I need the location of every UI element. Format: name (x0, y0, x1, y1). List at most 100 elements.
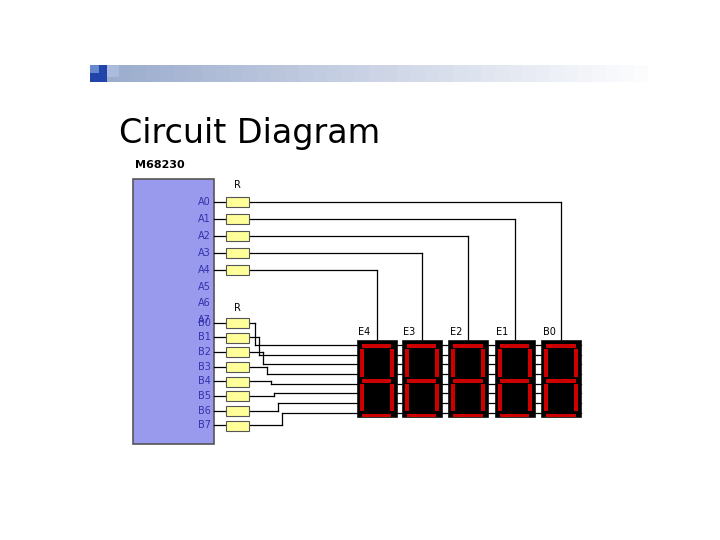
Bar (225, 214, 249, 224)
Bar (225, 318, 249, 328)
Bar (498, 383, 502, 411)
Bar (435, 349, 438, 377)
Bar (90, 65, 104, 82)
Bar (390, 349, 394, 377)
Bar (425, 65, 439, 82)
Text: E1: E1 (496, 327, 508, 338)
Text: B7: B7 (198, 420, 211, 430)
Bar (495, 340, 535, 417)
Text: R: R (234, 303, 240, 313)
Bar (500, 379, 529, 383)
Bar (362, 414, 392, 417)
Bar (435, 383, 438, 411)
Bar (593, 65, 607, 82)
Bar (390, 383, 394, 411)
Bar (528, 383, 532, 411)
Bar (271, 65, 286, 82)
Bar (575, 349, 578, 377)
Text: A1: A1 (198, 214, 211, 224)
Bar (383, 65, 397, 82)
Text: E4: E4 (358, 327, 370, 338)
Bar (544, 349, 548, 377)
Bar (90, 65, 99, 73)
Text: A4: A4 (198, 265, 211, 275)
Text: A3: A3 (198, 248, 211, 258)
Bar (225, 406, 249, 416)
Bar (498, 349, 502, 377)
Bar (132, 65, 147, 82)
Bar (356, 340, 397, 417)
Bar (402, 340, 442, 417)
Bar (230, 65, 244, 82)
Bar (225, 333, 249, 343)
Text: A0: A0 (198, 197, 211, 207)
Text: E3: E3 (403, 327, 415, 338)
Bar (300, 65, 314, 82)
Bar (285, 65, 300, 82)
Text: B3: B3 (198, 362, 211, 372)
Text: B1: B1 (198, 333, 211, 342)
Bar (160, 65, 174, 82)
Bar (448, 340, 488, 417)
Bar (369, 65, 384, 82)
Bar (145, 65, 161, 82)
Bar (564, 65, 579, 82)
Bar (225, 197, 249, 207)
Bar (327, 65, 342, 82)
Text: B0: B0 (543, 327, 555, 338)
Bar (451, 383, 455, 411)
Bar (451, 349, 455, 377)
Bar (575, 383, 578, 411)
Bar (225, 347, 249, 357)
Bar (118, 65, 132, 82)
Bar (500, 345, 529, 348)
Text: R: R (234, 179, 240, 190)
Bar (550, 65, 565, 82)
Bar (508, 65, 523, 82)
Bar (467, 65, 482, 82)
Bar (482, 349, 485, 377)
Bar (362, 379, 392, 383)
Bar (225, 231, 249, 241)
Bar (634, 65, 649, 82)
Bar (541, 340, 581, 417)
Bar (578, 65, 593, 82)
Bar (528, 349, 532, 377)
Text: A2: A2 (198, 231, 211, 241)
Bar (90, 65, 107, 82)
Bar (606, 65, 621, 82)
Bar (453, 65, 467, 82)
Text: A5: A5 (198, 281, 211, 292)
Bar (107, 65, 120, 77)
Bar (225, 265, 249, 275)
Bar (225, 248, 249, 258)
Bar (411, 65, 426, 82)
Text: Circuit Diagram: Circuit Diagram (120, 117, 381, 150)
Bar (500, 414, 529, 417)
Bar (407, 345, 436, 348)
Bar (225, 421, 249, 430)
Bar (225, 362, 249, 372)
Bar (454, 379, 483, 383)
Text: A6: A6 (198, 299, 211, 308)
Bar (132, 179, 214, 444)
Bar (202, 65, 216, 82)
Bar (341, 65, 356, 82)
Bar (481, 65, 495, 82)
Bar (536, 65, 551, 82)
Text: B6: B6 (198, 406, 211, 416)
Bar (188, 65, 202, 82)
Bar (355, 65, 370, 82)
Text: A7: A7 (198, 315, 211, 326)
Bar (482, 383, 485, 411)
Bar (258, 65, 272, 82)
Bar (215, 65, 230, 82)
Bar (397, 65, 412, 82)
Bar (407, 379, 436, 383)
Bar (495, 65, 509, 82)
Bar (546, 379, 576, 383)
Text: B5: B5 (198, 391, 211, 401)
Bar (546, 345, 576, 348)
Bar (104, 65, 119, 82)
Bar (407, 414, 436, 417)
